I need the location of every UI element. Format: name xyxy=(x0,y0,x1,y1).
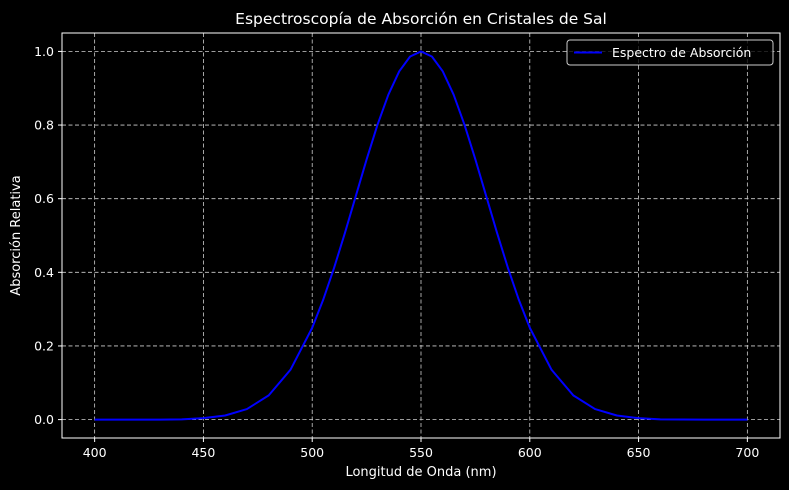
x-tick-label: 700 xyxy=(735,445,759,460)
plot-area xyxy=(94,50,748,421)
y-tick-label: 0.4 xyxy=(34,265,54,280)
y-tick-label: 0.8 xyxy=(34,118,54,133)
x-axis-ticks: 400 450 500 550 600 650 700 xyxy=(83,438,759,460)
legend: Espectro de Absorción xyxy=(566,39,774,66)
y-axis-label: Absorción Relativa xyxy=(9,175,24,295)
y-tick-label: 0.2 xyxy=(34,338,54,353)
x-tick-label: 650 xyxy=(627,445,651,460)
x-tick-label: 600 xyxy=(518,445,542,460)
legend-box xyxy=(566,39,774,66)
legend-entry-label: Espectro de Absorción xyxy=(612,45,751,60)
x-tick-label: 400 xyxy=(83,445,107,460)
y-tick-label: 0.6 xyxy=(34,191,54,206)
y-tick-label: 0.0 xyxy=(34,412,54,427)
x-tick-label: 500 xyxy=(300,445,324,460)
series-line-absorption xyxy=(94,50,748,421)
y-tick-label: 1.0 xyxy=(34,44,54,59)
x-tick-label: 550 xyxy=(409,445,433,460)
chart-title: Espectroscopía de Absorción en Cristales… xyxy=(235,10,607,28)
x-tick-label: 450 xyxy=(191,445,215,460)
y-axis-ticks: 0.0 0.2 0.4 0.6 0.8 1.0 xyxy=(34,44,62,427)
x-axis-label: Longitud de Onda (nm) xyxy=(345,465,496,480)
